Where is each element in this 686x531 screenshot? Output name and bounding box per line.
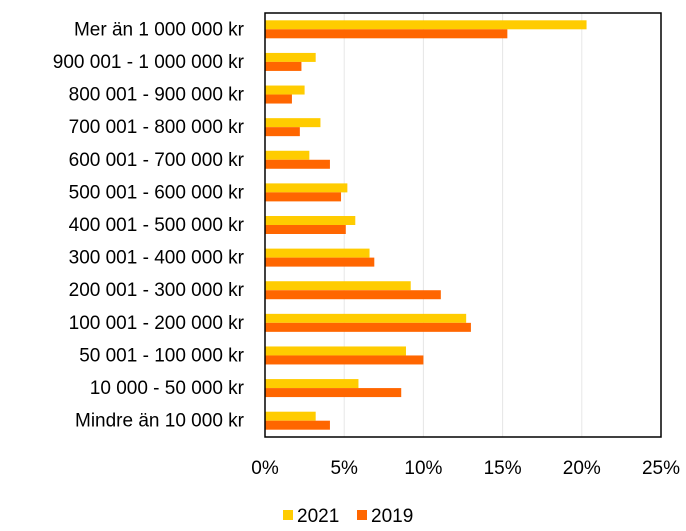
category-label: Mer än 1 000 000 kr [74,19,245,40]
bar-2019-0 [265,29,508,39]
category-label: 10 000 - 50 000 kr [90,378,245,399]
bar-2021-11 [265,379,359,389]
bar-2021-7 [265,248,370,258]
bar-2021-0 [265,20,587,30]
bar-2019-5 [265,192,342,202]
bar-2021-6 [265,216,356,225]
category-labels: Mer än 1 000 000 kr 900 001 - 1 000 000 k… [53,19,245,431]
legend-swatch-2019 [357,510,367,520]
category-label: 400 001 - 500 000 kr [69,215,245,236]
bar-2021-5 [265,183,348,193]
category-label: 500 001 - 600 000 kr [69,182,245,203]
category-label: 700 001 - 800 000 kr [69,117,245,138]
bar-2019-9 [265,322,471,332]
bar-2019-2 [265,94,292,104]
bar-2019-4 [265,159,330,169]
x-tick-label: 25% [642,458,680,479]
category-label: 300 001 - 400 000 kr [69,248,245,269]
bar-2019-1 [265,61,302,71]
bar-2021-3 [265,118,321,128]
bar-2021-1 [265,52,316,62]
x-tick-label: 5% [330,458,358,479]
bar-2021-2 [265,85,305,95]
category-label: Mindre än 10 000 kr [75,411,245,432]
plot-frame [264,12,662,438]
legend-label-2021: 2021 [297,506,339,527]
gridlines [343,13,583,437]
category-label: 200 001 - 300 000 kr [69,280,245,301]
bar-2019-10 [265,355,424,365]
bar-2021-9 [265,313,467,323]
x-tick-label: 15% [484,458,522,479]
category-label: 100 001 - 200 000 kr [69,313,245,334]
x-tick-label: 10% [404,458,442,479]
category-label: 50 001 - 100 000 kr [79,345,244,366]
category-label: 600 001 - 700 000 kr [69,150,245,171]
legend-label-2019: 2019 [371,506,413,527]
bar-2019-3 [265,127,300,137]
bar-2021-10 [265,346,406,356]
bar-2021-8 [265,281,411,291]
category-label: 900 001 - 1 000 000 kr [53,52,245,73]
legend-swatch-2021 [283,510,293,520]
bar-2019-7 [265,257,375,267]
bar-2019-11 [265,388,402,398]
legend: 2021 2019 [283,506,413,527]
bar-2021-12 [265,411,316,421]
bars [265,20,587,430]
x-tick-label: 20% [563,458,601,479]
x-tick-label: 0% [251,458,279,479]
bar-2019-6 [265,225,346,234]
x-tick-labels: 0% 5% 10% 15% 20% 25% [251,458,680,479]
bar-2019-8 [265,290,441,300]
category-label: 800 001 - 900 000 kr [69,85,245,106]
bar-2021-4 [265,150,310,160]
bar-2019-12 [265,420,330,430]
